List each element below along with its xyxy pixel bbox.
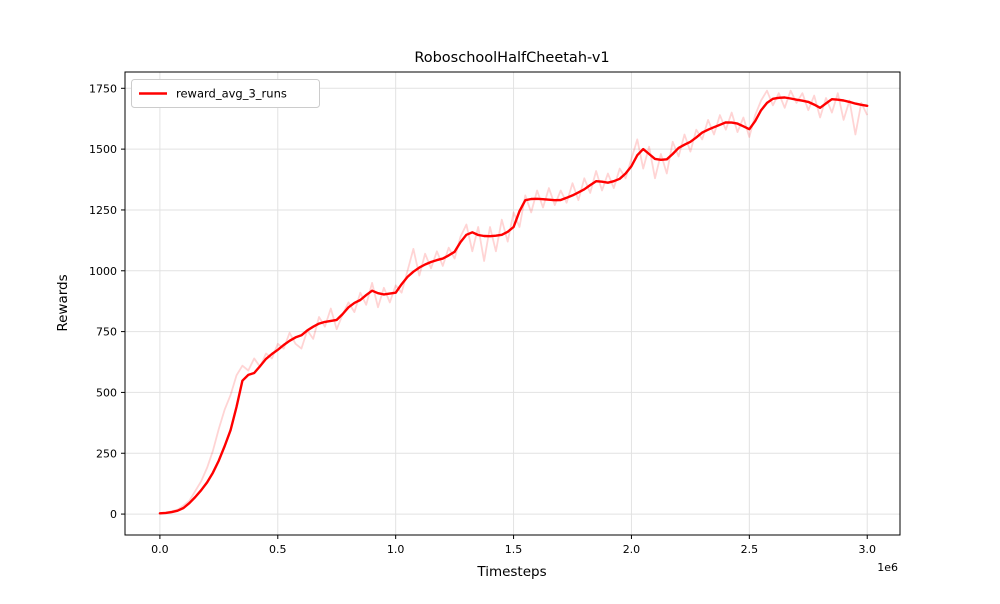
x-axis-offset-label: 1e6 (877, 561, 898, 574)
x-tick-label: 1.5 (505, 543, 523, 556)
grid-lines (125, 72, 900, 535)
y-tick-label: 1250 (89, 204, 117, 217)
x-axis-label: Timesteps (476, 564, 546, 580)
x-tick-label: 0.5 (269, 543, 287, 556)
legend-label: reward_avg_3_runs (176, 87, 287, 101)
axis-tick-labels: 0.0 0.5 1.0 1.5 2.0 2.5 3.0 0 250 500 750 1000 1250 1… (89, 82, 876, 556)
axes-spines (124, 71, 901, 536)
y-tick-label: 1500 (89, 143, 117, 156)
y-tick-label: 0 (110, 508, 117, 521)
y-axis-label: Rewards (55, 274, 71, 331)
legend: reward_avg_3_runs (131, 79, 320, 108)
plot-border (124, 71, 901, 536)
raw-reward-line (159, 89, 869, 515)
chart-title: RoboschoolHalfCheetah-v1 (414, 50, 609, 66)
y-tick-label: 750 (96, 326, 117, 339)
x-tick-label: 2.0 (623, 543, 641, 556)
legend-box (131, 79, 320, 108)
x-tick-label: 2.5 (741, 543, 759, 556)
y-tick-label: 1000 (89, 265, 117, 278)
x-tick-label: 0.0 (151, 543, 169, 556)
axis-ticks (121, 87, 868, 539)
x-tick-label: 1.0 (387, 543, 405, 556)
chart-series (158, 89, 869, 515)
y-tick-label: 1750 (89, 82, 117, 95)
y-tick-label: 500 (96, 386, 117, 399)
x-tick-label: 3.0 (858, 543, 876, 556)
y-tick-label: 250 (96, 447, 117, 460)
avg-reward-line (158, 96, 869, 515)
